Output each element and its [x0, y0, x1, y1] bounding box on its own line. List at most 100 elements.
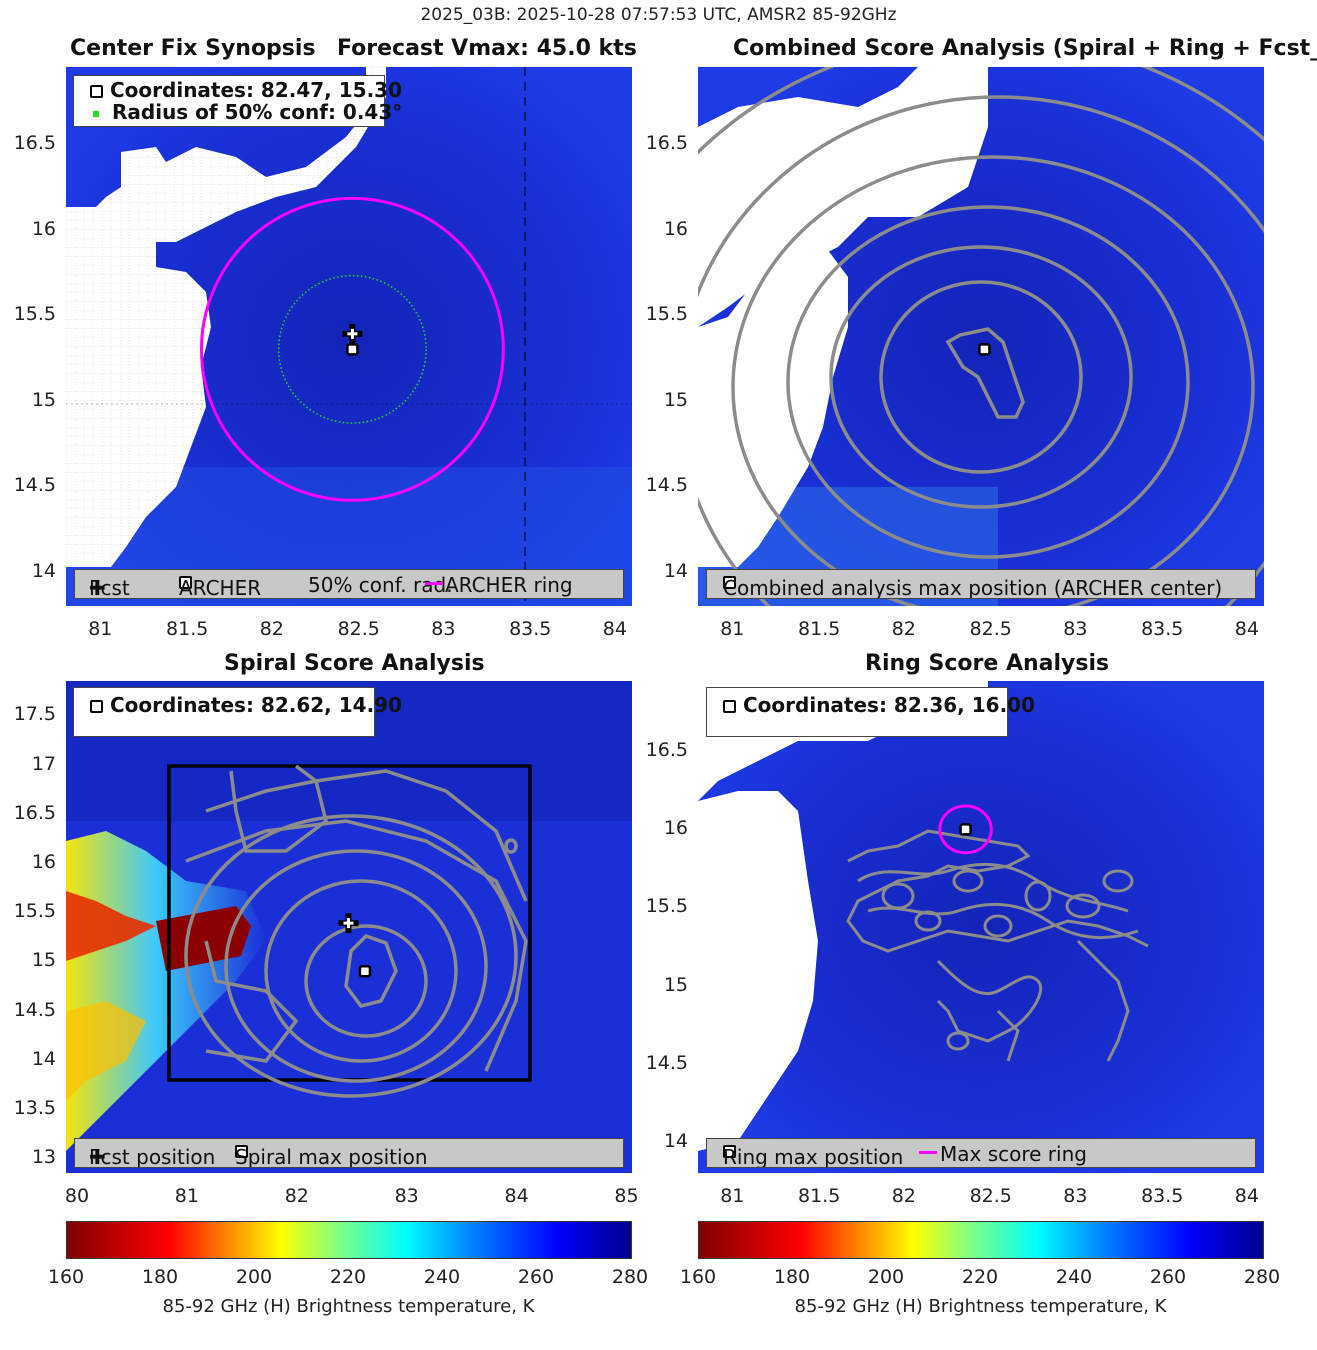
- x-tick-label: 81: [720, 1185, 745, 1207]
- ring-svg: [698, 681, 1264, 1173]
- colorbar-tick-label: 200: [235, 1266, 273, 1288]
- x-tick-label: 84: [1234, 618, 1259, 640]
- spiral-max-square-icon: [235, 1145, 248, 1158]
- x-tick-label: 82: [284, 1185, 309, 1207]
- y-tick-label: 14: [31, 559, 56, 582]
- spiral-legend-fcst-label: Fcst position: [89, 1145, 216, 1168]
- y-tick-label: 16.5: [645, 739, 688, 762]
- y-tick-label: 13: [31, 1146, 56, 1169]
- ring-legend-ring-label: Max score ring: [940, 1142, 1087, 1166]
- combined-max-marker: [978, 343, 991, 356]
- fcst-plus-icon: ✚: [89, 1145, 106, 1168]
- synopsis-white-region: [66, 67, 386, 567]
- spiral-title: Spiral Score Analysis: [224, 651, 485, 676]
- ring-max-marker: [959, 823, 972, 836]
- y-tick-label: 14.5: [645, 1051, 688, 1074]
- x-tick-label: 81: [88, 618, 113, 640]
- confidence-circle: [277, 274, 427, 424]
- y-tick-label: 15.5: [13, 303, 56, 326]
- ring-plot: [698, 681, 1264, 1173]
- y-tick-label: 16: [31, 851, 56, 874]
- x-tick-label: 84: [602, 618, 627, 640]
- combined-legend-label: Combined analysis max position (ARCHER c…: [723, 576, 1223, 599]
- combined-contours: [698, 67, 1264, 606]
- synopsis-coordinates: Coordinates: 82.47, 15.30: [110, 78, 403, 102]
- x-tick-label: 83: [431, 618, 456, 640]
- magenta-line-icon: [919, 1151, 937, 1154]
- y-tick-label: 15: [31, 388, 56, 411]
- ring-legend-max-label: Ring max position: [723, 1145, 904, 1168]
- x-tick-label: 83.5: [1141, 618, 1184, 640]
- y-tick-label: 16.5: [13, 132, 56, 154]
- colorbar-tick-label: 180: [141, 1266, 179, 1288]
- y-tick-label: 15.5: [13, 900, 56, 923]
- spiral-plot: [66, 681, 632, 1173]
- combined-legend: Combined analysis max position (ARCHER c…: [706, 569, 1256, 599]
- x-tick-label: 83: [1063, 1185, 1088, 1207]
- spiral-info-box: Coordinates: 82.62, 14.90: [73, 687, 402, 737]
- x-tick-label: 82.5: [969, 618, 1012, 640]
- legend-ring-label: ARCHER ring: [445, 573, 573, 597]
- colorbar-right: [698, 1221, 1264, 1259]
- y-tick-label: 16.5: [645, 132, 688, 154]
- y-tick-label: 14: [663, 1129, 688, 1152]
- x-tick-label: 84: [1234, 1185, 1259, 1207]
- ring-square-icon: [723, 700, 736, 713]
- colorbar-tick-label: 280: [611, 1266, 649, 1288]
- y-tick-label: 16: [663, 817, 688, 840]
- fcst-marker: [343, 918, 354, 929]
- x-tick-label: 85: [614, 1185, 639, 1207]
- x-tick-label: 83.5: [1141, 1185, 1184, 1207]
- y-tick-label: 17.5: [13, 703, 56, 726]
- spiral-coordinates: Coordinates: 82.62, 14.90: [110, 693, 403, 717]
- x-tick-label: 81.5: [166, 618, 209, 640]
- x-tick-label: 82: [891, 1185, 916, 1207]
- y-tick-label: 15.5: [645, 895, 688, 918]
- y-tick-label: 16.5: [13, 801, 56, 824]
- ring-contours: [846, 829, 1149, 1062]
- y-tick-label: 14: [31, 1047, 56, 1070]
- spiral-contours: [184, 764, 528, 1098]
- synopsis-svg: [66, 67, 632, 606]
- y-tick-label: 16: [663, 217, 688, 240]
- x-tick-label: 81.5: [798, 618, 841, 640]
- green-dot-icon: [93, 110, 99, 117]
- colorbar-tick-label: 260: [517, 1266, 555, 1288]
- magenta-line-icon: [425, 582, 443, 585]
- archer-square-icon: [90, 85, 103, 98]
- y-tick-label: 15.5: [645, 303, 688, 326]
- ring-coordinates: Coordinates: 82.36, 16.00: [743, 693, 1036, 717]
- x-tick-label: 82.5: [969, 1185, 1012, 1207]
- x-tick-label: 81: [174, 1185, 199, 1207]
- colorbar-left: [66, 1221, 632, 1259]
- x-tick-label: 80: [64, 1185, 90, 1207]
- legend-fcst-label: Fcst: [89, 576, 130, 599]
- colorbar-tick-label: 220: [329, 1266, 367, 1288]
- spiral-legend: ✚ Fcst position Spiral max position: [74, 1138, 624, 1168]
- colorbar-tick-label: 280: [1243, 1266, 1281, 1288]
- x-tick-label: 83.5: [509, 618, 552, 640]
- synopsis-info-box: Coordinates: 82.47, 15.30 Radius of 50% …: [73, 75, 402, 127]
- y-tick-label: 14.5: [645, 474, 688, 497]
- fcst-plus-icon: ✚: [89, 576, 106, 599]
- colorbar-tick-label: 220: [961, 1266, 999, 1288]
- colorbar-tick-label: 260: [1149, 1266, 1187, 1288]
- x-tick-label: 83: [394, 1185, 419, 1207]
- max-square-icon: [723, 576, 736, 589]
- colorbar-tick-label: 240: [423, 1266, 461, 1288]
- figure-title: 2025_03B: 2025-10-28 07:57:53 UTC, AMSR2…: [420, 5, 897, 25]
- colorbar-left-label: 85-92 GHz (H) Brightness temperature, K: [162, 1296, 535, 1317]
- ring-legend: Ring max position Max score ring: [706, 1138, 1256, 1168]
- x-tick-label: 82: [891, 618, 916, 640]
- spiral-square-icon: [90, 700, 103, 713]
- y-tick-label: 14.5: [13, 998, 56, 1021]
- legend-conf-label: 50% conf. rad.: [308, 573, 453, 597]
- combined-title: Combined Score Analysis (Spiral + Ring +…: [733, 36, 1317, 61]
- synopsis-title-right: Forecast Vmax: 45.0 kts: [337, 36, 637, 61]
- archer-ring: [199, 196, 505, 502]
- x-tick-label: 83: [1063, 618, 1088, 640]
- x-tick-label: 82.5: [337, 618, 380, 640]
- colorbar-tick-label: 160: [47, 1266, 85, 1288]
- fcst-marker: [347, 328, 358, 339]
- y-tick-label: 15: [663, 973, 688, 996]
